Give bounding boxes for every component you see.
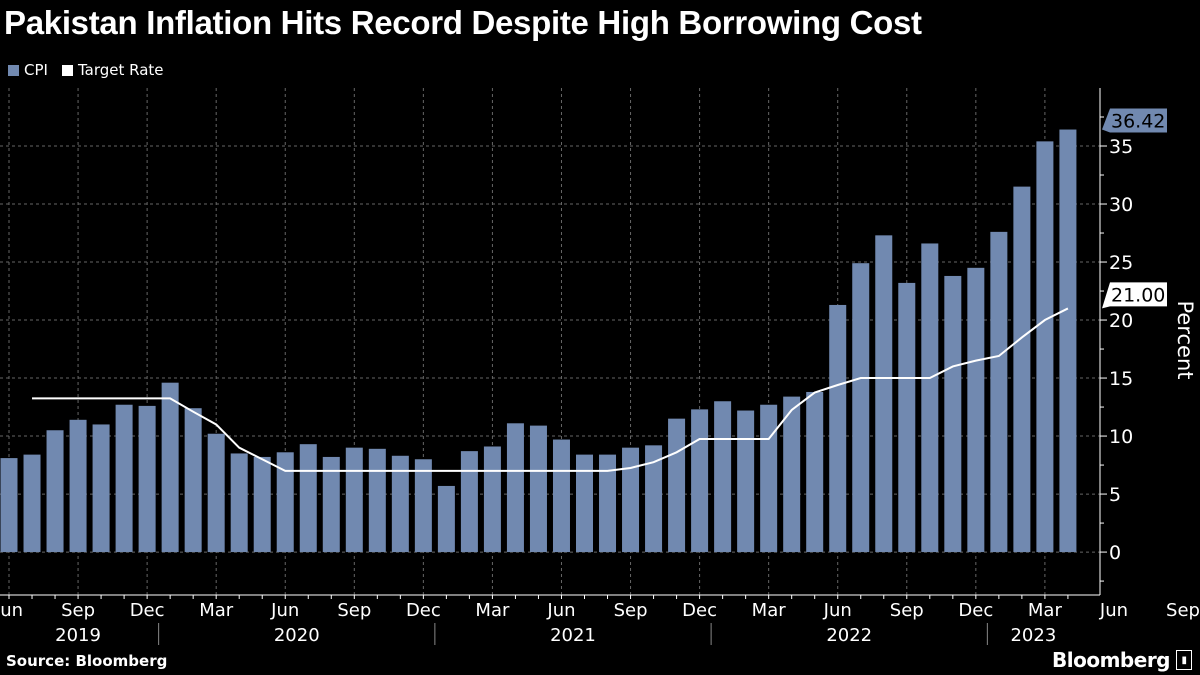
bar-cpi xyxy=(460,451,478,553)
target-rate-last-value-label-box xyxy=(1102,282,1167,309)
bar-cpi xyxy=(368,448,386,553)
bar-cpi xyxy=(299,444,317,553)
bar-cpi xyxy=(115,404,133,553)
bar-cpi xyxy=(184,408,202,553)
bar-cpi xyxy=(69,419,87,553)
bar-cpi xyxy=(92,424,110,553)
target-rate-last-value-label: 21.00 xyxy=(1111,284,1165,306)
bar-cpi xyxy=(967,267,985,553)
y-tick-label: 25 xyxy=(1109,252,1133,274)
bar-cpi xyxy=(737,410,755,553)
legend-label-cpi: CPI xyxy=(24,61,48,79)
x-month-label: Sep xyxy=(614,600,648,621)
bar-cpi xyxy=(552,439,570,553)
bar-cpi xyxy=(483,446,501,553)
x-year-label: 2019 xyxy=(55,625,101,646)
bar-cpi xyxy=(622,447,640,553)
x-month-label: Jun xyxy=(0,600,23,621)
bar-cpi xyxy=(668,418,686,553)
x-month-label: Jun xyxy=(546,600,575,621)
bar-cpi xyxy=(875,235,893,553)
legend-item-target-rate: Target Rate xyxy=(61,61,164,79)
bar-cpi xyxy=(506,423,524,553)
x-year-label: 2023 xyxy=(1010,625,1056,646)
bar-cpi xyxy=(806,391,824,553)
bar-cpi xyxy=(599,454,617,553)
legend-swatch-cpi xyxy=(8,64,19,76)
x-year-label: 2022 xyxy=(826,625,872,646)
bar-cpi xyxy=(852,263,870,553)
bar-cpi xyxy=(138,405,156,553)
y-axis-label: Percent xyxy=(1173,300,1197,379)
y-tick-label: 20 xyxy=(1109,310,1133,332)
chart-icon: ▮ xyxy=(1176,650,1192,670)
bar-cpi xyxy=(990,231,1008,553)
bar-cpi xyxy=(829,304,847,553)
bar-cpi xyxy=(645,445,663,553)
x-year-label: 2020 xyxy=(274,625,320,646)
bar-cpi xyxy=(760,404,778,553)
bar-cpi xyxy=(1036,141,1054,553)
y-tick-label: 0 xyxy=(1109,542,1121,564)
bar-cpi xyxy=(391,455,409,553)
bar-cpi xyxy=(276,452,294,553)
y-tick-label: 10 xyxy=(1109,426,1133,448)
x-month-label: Mar xyxy=(1028,600,1063,621)
x-month-label: Sep xyxy=(61,600,95,621)
bar-cpi xyxy=(783,396,801,553)
bar-cpi xyxy=(921,243,939,553)
legend-swatch-target-rate xyxy=(61,64,73,76)
bar-cpi xyxy=(414,459,432,553)
cpi-last-value-label: 36.42 xyxy=(1111,111,1165,133)
legend-item-cpi: CPI xyxy=(8,61,48,79)
bar-cpi xyxy=(898,282,916,553)
bar-cpi xyxy=(23,454,41,553)
bloomberg-logo: Bloomberg ▮ xyxy=(1052,648,1192,672)
bar-cpi xyxy=(230,453,248,553)
x-month-label: Sep xyxy=(337,600,371,621)
brand-name: Bloomberg xyxy=(1052,648,1170,672)
x-month-label: Sep xyxy=(890,600,924,621)
line-target-rate xyxy=(32,307,1069,472)
bar-cpi xyxy=(944,275,962,553)
x-month-label: Dec xyxy=(958,600,993,621)
bar-cpi xyxy=(253,456,271,553)
legend-label-target-rate: Target Rate xyxy=(77,61,164,79)
x-month-label: Mar xyxy=(475,600,510,621)
bar-cpi xyxy=(207,433,225,553)
y-tick-label: 30 xyxy=(1109,194,1133,216)
x-month-label: Dec xyxy=(130,600,165,621)
y-tick-label: 35 xyxy=(1109,136,1133,158)
x-month-label: Dec xyxy=(682,600,717,621)
bar-cpi xyxy=(161,382,179,553)
y-tick-label: 15 xyxy=(1109,368,1133,390)
bar-cpi xyxy=(1013,186,1031,553)
x-month-label: Mar xyxy=(199,600,234,621)
bar-cpi xyxy=(529,425,547,553)
legend: CPI Target Rate xyxy=(8,61,164,79)
bar-cpi xyxy=(714,401,732,553)
bar-cpi xyxy=(0,458,18,553)
x-month-label: Jun xyxy=(823,600,852,621)
bar-cpi xyxy=(576,454,593,553)
y-tick-label: 5 xyxy=(1109,484,1121,506)
bar-cpi xyxy=(437,485,455,553)
bar-cpi xyxy=(322,456,340,553)
x-month-label: Jun xyxy=(270,600,299,621)
bar-cpi xyxy=(1059,129,1077,553)
bar-cpi xyxy=(46,430,64,553)
bar-cpi xyxy=(345,447,363,553)
x-month-label: Sep xyxy=(1166,600,1200,621)
chart-title: Pakistan Inflation Hits Record Despite H… xyxy=(4,4,922,41)
x-year-label: 2021 xyxy=(550,625,596,646)
bar-cpi xyxy=(691,409,709,553)
x-month-label: Dec xyxy=(406,600,441,621)
source-note: Source: Bloomberg xyxy=(6,652,168,670)
x-month-label: Mar xyxy=(752,600,787,621)
x-month-label: Jun xyxy=(1099,600,1128,621)
cpi-last-value-label-box xyxy=(1102,108,1167,133)
